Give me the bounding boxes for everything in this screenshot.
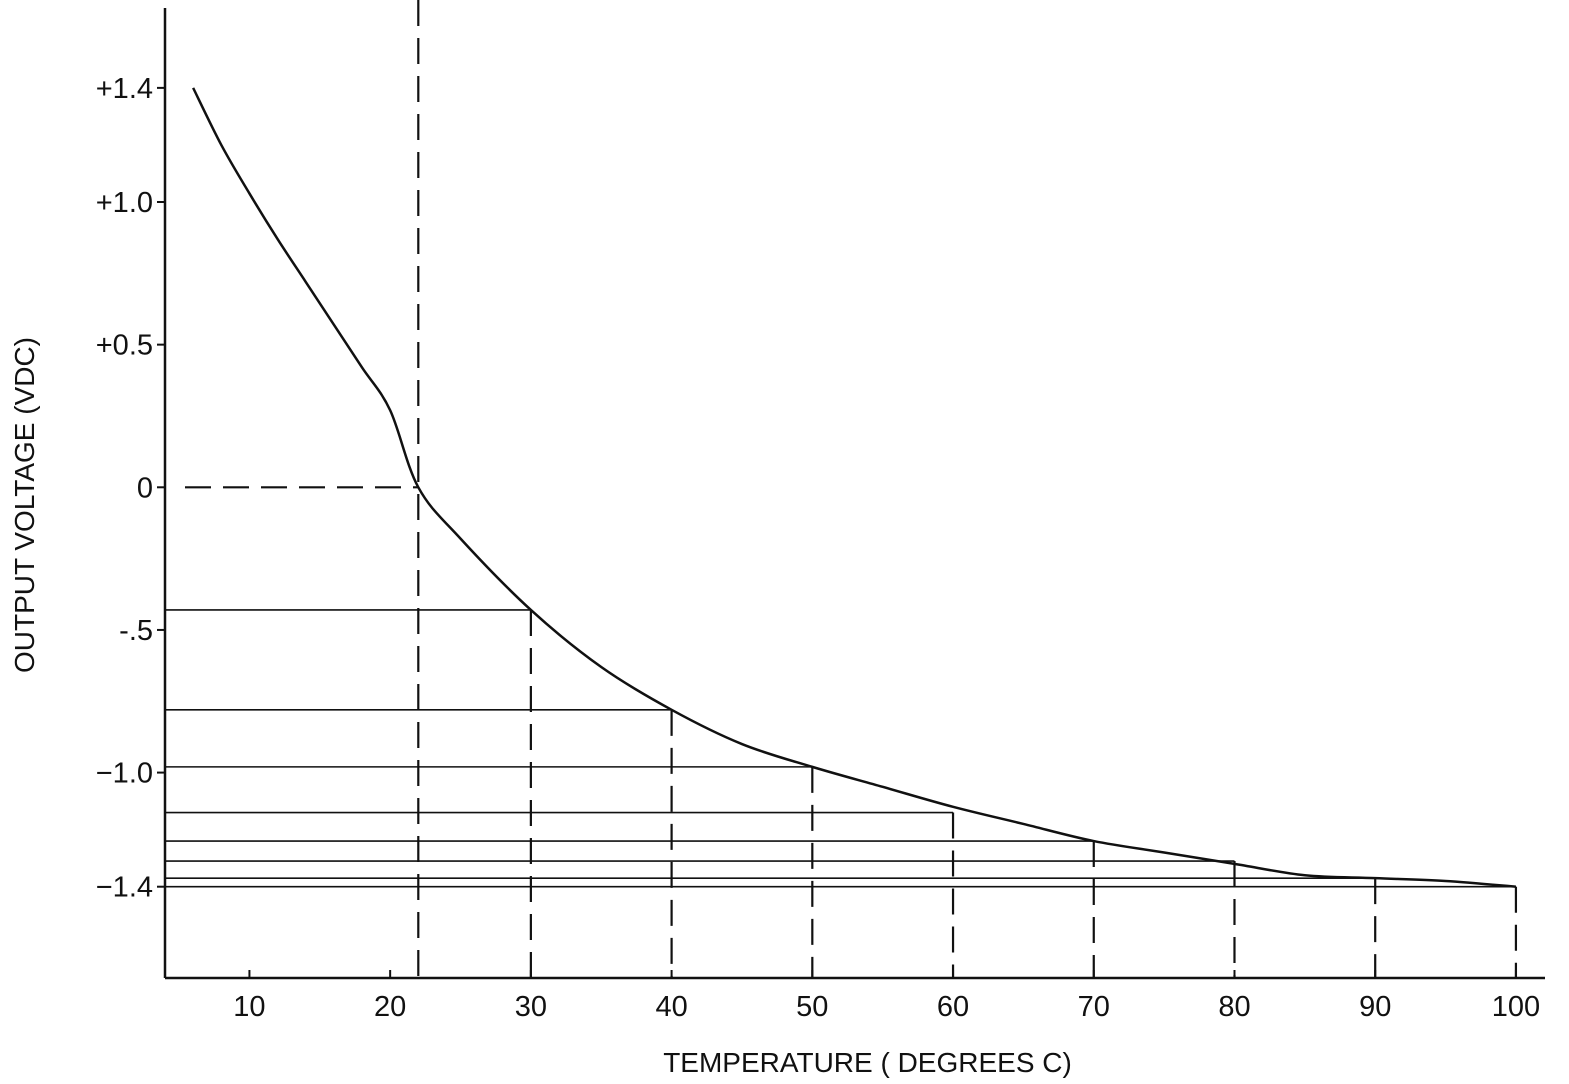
x-tick-label: 10 xyxy=(233,991,265,1023)
x-tick-label: 100 xyxy=(1492,991,1540,1023)
x-tick-label: 80 xyxy=(1218,991,1250,1023)
y-tick-label: -.5 xyxy=(119,615,153,647)
y-tick-label: −1.0 xyxy=(96,758,153,790)
y-tick-label: +1.0 xyxy=(96,187,153,219)
x-tick-label: 20 xyxy=(374,991,406,1023)
y-ticks: +1.4 +1.0 +0.5 0 -.5 −1.0 −1.4 xyxy=(96,73,165,904)
y-axis-title: OUTPUT VOLTAGE (VDC) xyxy=(9,337,40,673)
x-ticks: 10 20 30 40 50 60 70 80 90 100 xyxy=(233,970,1540,1023)
x-axis-title: TEMPERATURE ( DEGREES C) xyxy=(663,1047,1072,1078)
y-tick-label: +1.4 xyxy=(96,73,153,105)
x-tick-label: 30 xyxy=(515,991,547,1023)
voltage-curve xyxy=(192,87,1517,888)
x-tick-label: 60 xyxy=(937,991,969,1023)
y-tick-label: 0 xyxy=(137,472,153,504)
guide-lines xyxy=(165,0,1518,978)
x-tick-label: 90 xyxy=(1359,991,1391,1023)
y-tick-label: +0.5 xyxy=(96,330,153,362)
x-tick-label: 70 xyxy=(1078,991,1110,1023)
y-tick-label: −1.4 xyxy=(96,872,153,904)
x-tick-label: 50 xyxy=(796,991,828,1023)
x-tick-label: 40 xyxy=(655,991,687,1023)
